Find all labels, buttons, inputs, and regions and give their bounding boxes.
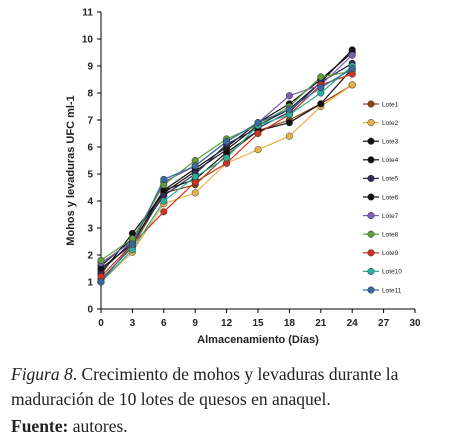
data-point xyxy=(97,278,105,286)
y-tick-label: 7 xyxy=(87,116,93,127)
caption-text: . Crecimiento de mohos y levaduras duran… xyxy=(11,364,399,409)
series-line-9 xyxy=(100,73,353,278)
data-point xyxy=(285,92,293,100)
legend-marker xyxy=(367,267,375,275)
data-point xyxy=(348,51,356,59)
legend-label: Lote4 xyxy=(382,157,399,164)
y-tick-label: 5 xyxy=(87,170,93,181)
y-axis-label: Mohos y levaduras UFC ml-1 xyxy=(65,95,77,245)
legend-label: Lote7 xyxy=(382,213,399,220)
legend-label: Lote5 xyxy=(382,176,399,183)
legend-label: Lote8 xyxy=(382,232,399,239)
data-point xyxy=(348,81,356,89)
y-tick-label: 4 xyxy=(87,197,93,208)
x-tick-label: 18 xyxy=(284,318,296,329)
series-line-2 xyxy=(100,84,353,283)
figure-caption: Figura 8. Crecimiento de mohos y levadur… xyxy=(11,362,463,412)
figure-label: Figura 8 xyxy=(11,364,73,384)
y-tick-label: 9 xyxy=(87,62,93,73)
data-point xyxy=(348,65,356,73)
legend-marker xyxy=(367,100,375,108)
data-point xyxy=(254,146,262,154)
data-point xyxy=(223,138,231,146)
x-tick-label: 24 xyxy=(347,318,359,329)
x-tick-label: 30 xyxy=(409,318,421,329)
legend-marker xyxy=(367,286,375,294)
y-tick-label: 2 xyxy=(87,251,93,262)
y-tick-label: 8 xyxy=(87,89,93,100)
legend-marker xyxy=(367,174,375,182)
y-tick-label: 10 xyxy=(82,35,94,46)
data-point xyxy=(285,119,293,127)
data-point xyxy=(160,175,168,183)
chart-legend: Lote1 Lote2 Lote3 Lote4 Lote5 Lote6 Lote7 Lote8… xyxy=(363,100,402,294)
legend-label: Lote3 xyxy=(382,139,399,146)
data-point xyxy=(254,119,262,127)
y-tick-label: 3 xyxy=(87,224,93,235)
data-point xyxy=(317,73,325,81)
x-tick-label: 21 xyxy=(315,318,327,329)
y-tick-label: 6 xyxy=(87,143,93,154)
legend-marker xyxy=(367,137,375,145)
data-point xyxy=(191,173,199,181)
data-point xyxy=(191,189,199,197)
series-line-11 xyxy=(100,68,353,283)
chart-series xyxy=(97,46,356,286)
legend-label: Lote1 xyxy=(382,101,399,108)
legend-marker xyxy=(367,193,375,201)
data-point xyxy=(317,84,325,92)
x-tick-label: 0 xyxy=(98,318,104,329)
x-tick-label: 27 xyxy=(378,318,390,329)
x-tick-label: 3 xyxy=(130,318,136,329)
x-tick-label: 6 xyxy=(161,318,167,329)
figure-source: Fuente: autores. xyxy=(11,416,128,437)
x-tick-label: 15 xyxy=(252,318,264,329)
x-tick-label: 12 xyxy=(221,318,233,329)
source-label: Fuente: xyxy=(11,416,69,436)
series-line-1 xyxy=(100,84,353,280)
data-point xyxy=(160,197,168,205)
data-point xyxy=(128,240,136,248)
x-axis-label: Almacenamiento (Días) xyxy=(197,334,319,346)
series-line-10 xyxy=(100,65,353,283)
legend-marker xyxy=(367,119,375,127)
x-tick-label: 9 xyxy=(192,318,198,329)
y-tick-label: 0 xyxy=(87,305,93,316)
legend-marker xyxy=(367,249,375,257)
data-point xyxy=(223,154,231,162)
legend-label: Lote6 xyxy=(382,194,399,201)
y-tick-label: 1 xyxy=(87,278,93,289)
legend-label: Lote10 xyxy=(382,269,402,276)
y-tick-label: 11 xyxy=(82,8,93,19)
legend-marker xyxy=(367,156,375,164)
legend-marker xyxy=(367,230,375,238)
data-point xyxy=(254,129,262,138)
data-point xyxy=(285,105,293,113)
legend-marker xyxy=(367,212,375,220)
source-text: autores. xyxy=(68,416,128,436)
data-point xyxy=(317,100,325,108)
data-point xyxy=(160,208,168,216)
legend-label: Lote11 xyxy=(382,287,402,294)
data-point xyxy=(285,132,293,140)
legend-label: Lote2 xyxy=(382,120,399,127)
data-point xyxy=(191,162,199,170)
data-point xyxy=(97,256,105,264)
legend-label: Lote9 xyxy=(382,250,399,257)
